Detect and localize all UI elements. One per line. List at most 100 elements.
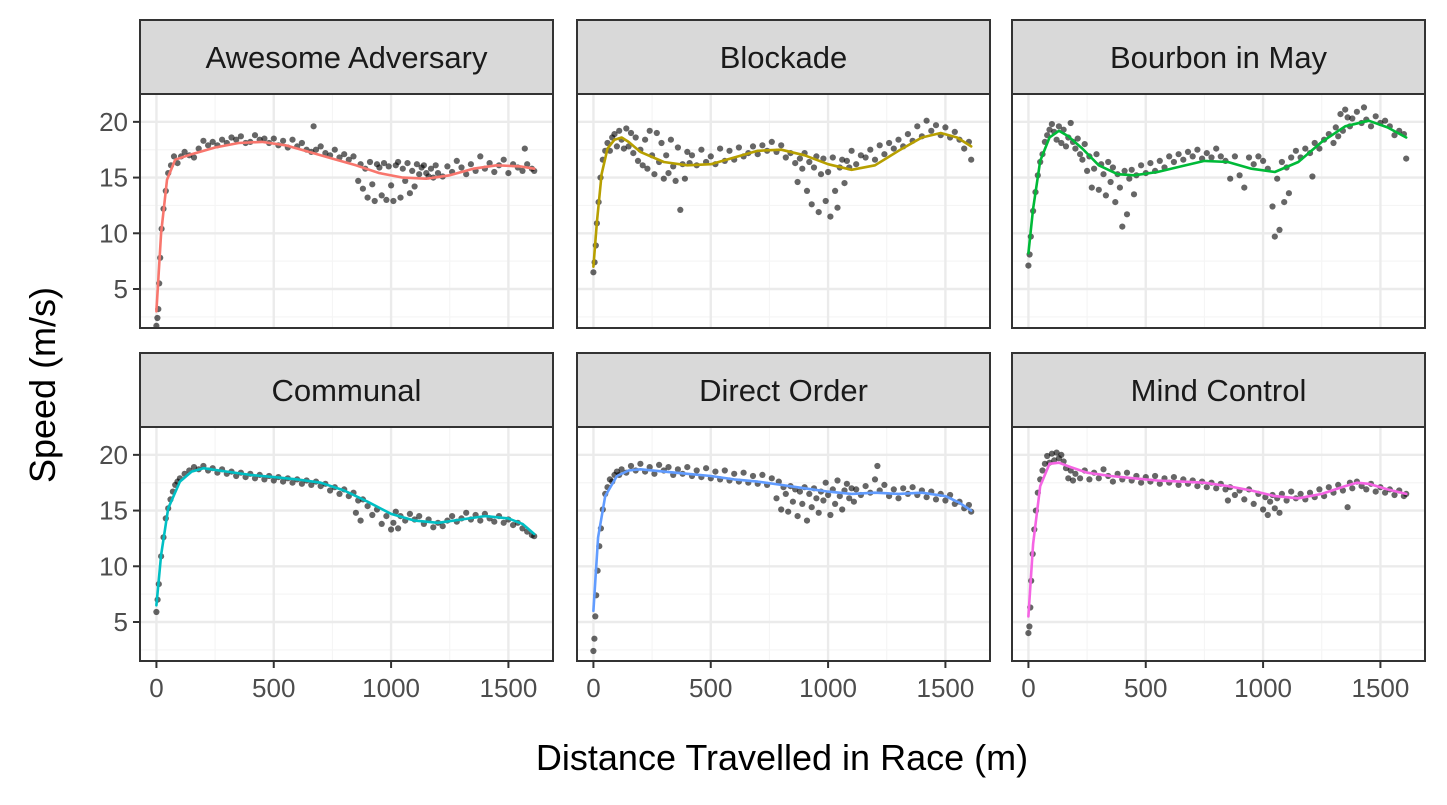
data-point xyxy=(453,157,460,164)
data-point xyxy=(1325,484,1332,491)
panel-border-bourbon-in-may xyxy=(1011,93,1426,329)
data-point xyxy=(1316,145,1323,152)
data-point xyxy=(1112,199,1119,206)
data-point xyxy=(404,160,411,167)
data-point xyxy=(195,145,202,152)
data-point xyxy=(871,156,879,163)
data-point xyxy=(280,137,287,144)
data-point xyxy=(395,158,402,166)
data-point xyxy=(1337,111,1344,118)
data-point xyxy=(1264,511,1271,519)
data-point xyxy=(261,476,268,483)
data-point xyxy=(1231,153,1238,160)
data-point xyxy=(1069,477,1077,484)
panel-blockade: Blockade xyxy=(576,19,991,329)
smooth-line-communal xyxy=(155,466,536,607)
data-point xyxy=(613,143,621,150)
data-point xyxy=(228,134,235,141)
data-point xyxy=(181,148,188,155)
data-point xyxy=(357,517,364,524)
y-tick-label: 5 xyxy=(114,274,128,304)
data-point xyxy=(355,177,362,184)
data-point xyxy=(1025,630,1032,637)
data-point xyxy=(439,523,446,530)
data-point xyxy=(261,135,268,142)
data-point xyxy=(923,117,930,124)
data-point xyxy=(1123,469,1131,476)
data-point xyxy=(794,178,801,186)
data-point xyxy=(1360,104,1368,111)
data-point xyxy=(803,517,811,524)
data-point xyxy=(383,513,390,520)
data-point xyxy=(1224,497,1231,504)
data-point xyxy=(413,161,420,168)
data-point xyxy=(350,153,357,160)
data-point xyxy=(380,160,388,167)
data-point xyxy=(449,513,456,520)
data-point xyxy=(794,513,801,520)
data-point xyxy=(170,153,178,160)
data-point xyxy=(1342,106,1349,113)
data-point xyxy=(1276,509,1283,516)
data-point xyxy=(1077,151,1084,158)
x-tick-label: 1000 xyxy=(1234,673,1292,703)
data-point xyxy=(1072,470,1079,477)
data-point xyxy=(1288,154,1295,161)
data-point xyxy=(620,145,628,152)
data-point xyxy=(1126,175,1133,182)
data-point xyxy=(698,146,705,153)
data-point xyxy=(388,182,395,189)
data-point xyxy=(834,477,841,484)
smooth-line-awesome-adversary xyxy=(155,140,536,313)
data-point xyxy=(395,525,402,532)
data-point xyxy=(1255,153,1262,160)
data-point xyxy=(1039,467,1046,474)
data-point xyxy=(822,197,829,205)
strip-label-direct-order: Direct Order xyxy=(699,373,868,408)
data-point xyxy=(524,161,531,168)
strip-label-bourbon-in-may: Bourbon in May xyxy=(1110,40,1328,75)
data-point xyxy=(378,192,385,199)
data-point xyxy=(1285,190,1292,197)
data-point xyxy=(1048,450,1055,457)
data-point xyxy=(773,495,780,502)
data-point xyxy=(942,124,949,131)
data-point xyxy=(848,147,855,154)
data-point xyxy=(352,509,359,516)
data-point xyxy=(341,151,348,158)
data-point xyxy=(857,152,865,159)
data-point xyxy=(932,122,940,129)
data-point xyxy=(1095,475,1102,482)
data-point xyxy=(1403,155,1410,162)
strip-bourbon-in-may xyxy=(1011,19,1426,95)
data-point xyxy=(1288,488,1295,495)
data-point xyxy=(942,497,949,504)
data-point xyxy=(364,503,371,510)
data-point xyxy=(312,146,320,153)
data-point xyxy=(827,511,834,519)
data-point xyxy=(639,162,646,169)
data-point xyxy=(317,143,324,150)
data-point xyxy=(611,131,618,138)
data-point xyxy=(1349,485,1356,492)
data-point xyxy=(684,148,691,155)
data-point xyxy=(406,510,413,517)
data-point xyxy=(667,136,675,143)
data-point xyxy=(778,142,785,149)
data-point xyxy=(233,136,240,143)
data-point xyxy=(684,464,691,471)
data-point xyxy=(1046,126,1053,133)
data-point xyxy=(1062,143,1070,150)
data-point xyxy=(1330,139,1337,147)
data-point xyxy=(397,194,404,201)
panel-bourbon-in-may: Bourbon in May xyxy=(1011,19,1426,329)
x-tick-label: 0 xyxy=(149,673,163,703)
data-point xyxy=(369,511,376,519)
data-point xyxy=(1213,145,1220,152)
strip-label-communal: Communal xyxy=(272,373,422,408)
panel-awesome-adversary: Awesome Adversary 5 10 15 20 xyxy=(99,19,554,329)
data-point xyxy=(681,175,689,182)
data-point xyxy=(399,165,406,172)
data-point xyxy=(1121,167,1128,174)
